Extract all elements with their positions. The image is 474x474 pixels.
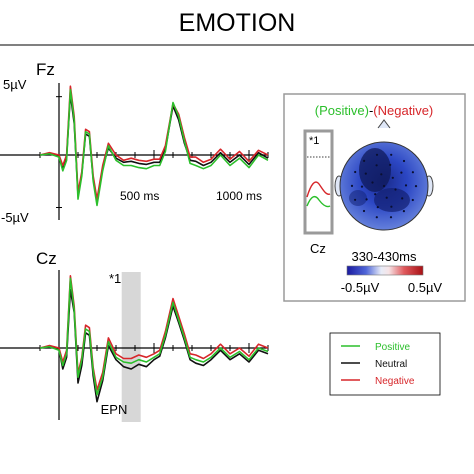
fz-ytick-pos-label: 5µV [3, 77, 27, 92]
electrode-dot [394, 188, 397, 191]
electrode-dot [371, 181, 374, 184]
electrode-dot [389, 163, 392, 166]
electrode-dot [411, 171, 414, 174]
topography-panel: (Positive)-(Negative) *1 Cz 330-430ms -0… [283, 93, 466, 302]
cz-erp-panel: Cz *1 EPN [0, 249, 269, 422]
inset-electrode-label: Cz [310, 241, 326, 256]
inset-annotation: *1 [309, 135, 319, 147]
electrode-dot [411, 198, 414, 202]
legend: Positive Neutral Negative [329, 332, 441, 396]
electrode-dot [354, 170, 357, 174]
electrode-dot [385, 196, 388, 199]
electrode-dot [363, 159, 366, 162]
figure-title: EMOTION [179, 9, 296, 37]
electrode-dot [375, 153, 379, 156]
electrode-dot [390, 205, 393, 208]
colorbar-max-label: 0.5µV [408, 280, 443, 295]
topography-colorbar [346, 265, 424, 276]
legend-label-positive: Positive [375, 342, 410, 353]
cz-electrode-label: Cz [36, 249, 57, 268]
electrode-dot [350, 184, 354, 187]
topography-title: (Positive)-(Negative) [315, 103, 434, 118]
electrode-dot [365, 198, 368, 201]
electrode-dot [402, 159, 406, 163]
topography-title-negative: (Negative) [373, 103, 433, 118]
electrode-dot [391, 176, 394, 179]
scalp-dark-region-frontal [359, 148, 391, 192]
electrode-dot [389, 216, 393, 219]
topography-window-label: 330-430ms [351, 249, 417, 264]
cz-series-positive [39, 277, 269, 396]
scalp-nose [377, 119, 391, 129]
electrode-dot [375, 216, 378, 219]
electrode-dot [404, 184, 408, 187]
electrode-dot [362, 209, 366, 213]
electrode-dot [375, 164, 378, 167]
electrode-dot [374, 193, 377, 196]
colorbar-min-label: -0.5µV [341, 280, 380, 295]
legend-label-neutral: Neutral [375, 359, 407, 370]
electrode-dot [354, 198, 357, 201]
scalp-dark-region-central [374, 188, 410, 212]
electrode-dot [401, 197, 404, 200]
epn-label: EPN [101, 402, 128, 417]
electrode-dot [382, 184, 386, 188]
fz-erp-panel: Fz 5µV -5µV 500 ms 1000 ms [0, 60, 269, 225]
legend-frame [329, 332, 441, 396]
electrode-dot [414, 185, 418, 188]
legend-label-negative: Negative [375, 376, 415, 387]
scalp-electrodes [350, 153, 418, 219]
epn-annotation: *1 [109, 271, 121, 286]
topography-title-separator: - [369, 103, 373, 118]
scalp-dark-region-left [349, 190, 367, 206]
scalp-map [334, 119, 434, 231]
fz-series-negative [39, 85, 269, 200]
legend-items: Positive Neutral Negative [341, 342, 415, 387]
electrode-dot [402, 210, 405, 213]
electrode-dot [390, 153, 393, 156]
electrode-dot [364, 172, 367, 175]
inset-frame [303, 129, 334, 235]
fz-series-positive [39, 88, 269, 207]
cz-series-negative [39, 274, 269, 391]
inset-positive-trace [306, 195, 331, 208]
electrode-dot [400, 171, 403, 174]
electrode-dot [376, 206, 379, 209]
fz-electrode-label: Fz [36, 60, 55, 79]
fz-xtick-500-label: 500 ms [120, 189, 159, 203]
fz-ytick-neg-label: -5µV [1, 210, 29, 225]
electrode-dot [360, 185, 364, 188]
inset-negative-trace [306, 181, 331, 198]
electrode-dot [380, 173, 383, 176]
fz-xtick-1000-label: 1000 ms [216, 189, 262, 203]
epn-time-window [121, 272, 141, 422]
topography-title-positive: (Positive) [315, 103, 369, 118]
